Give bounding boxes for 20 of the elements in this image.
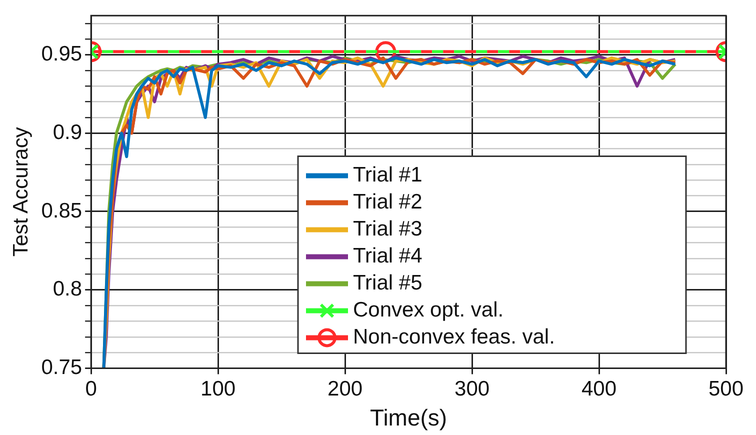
y-tick-label: 0.85 (41, 199, 82, 222)
legend-label: Trial #3 (353, 217, 422, 240)
y-axis-title: Test Accuracy (9, 126, 32, 257)
x-tick-label: 200 (328, 378, 363, 401)
legend-label: Trial #2 (353, 190, 422, 214)
x-tick-label: 400 (581, 378, 617, 401)
x-tick-label: 500 (708, 378, 744, 401)
legend-label: Trial #5 (353, 271, 422, 294)
legend-label: Trial #4 (353, 244, 423, 268)
y-tick-label: 0.75 (41, 356, 82, 379)
x-tick-label: 100 (200, 378, 236, 401)
y-tick-label: 0.8 (52, 278, 82, 301)
legend-label: Trial #1 (353, 163, 422, 186)
y-tick-label: 0.95 (41, 42, 82, 66)
x-axis-title: Time(s) (370, 404, 448, 431)
y-tick-label: 0.9 (52, 120, 82, 144)
x-tick-label: 0 (85, 378, 97, 401)
legend-label: Non-convex feas. val. (353, 325, 555, 348)
legend-label: Convex opt. val. (353, 298, 504, 322)
x-tick-label: 300 (454, 378, 490, 401)
